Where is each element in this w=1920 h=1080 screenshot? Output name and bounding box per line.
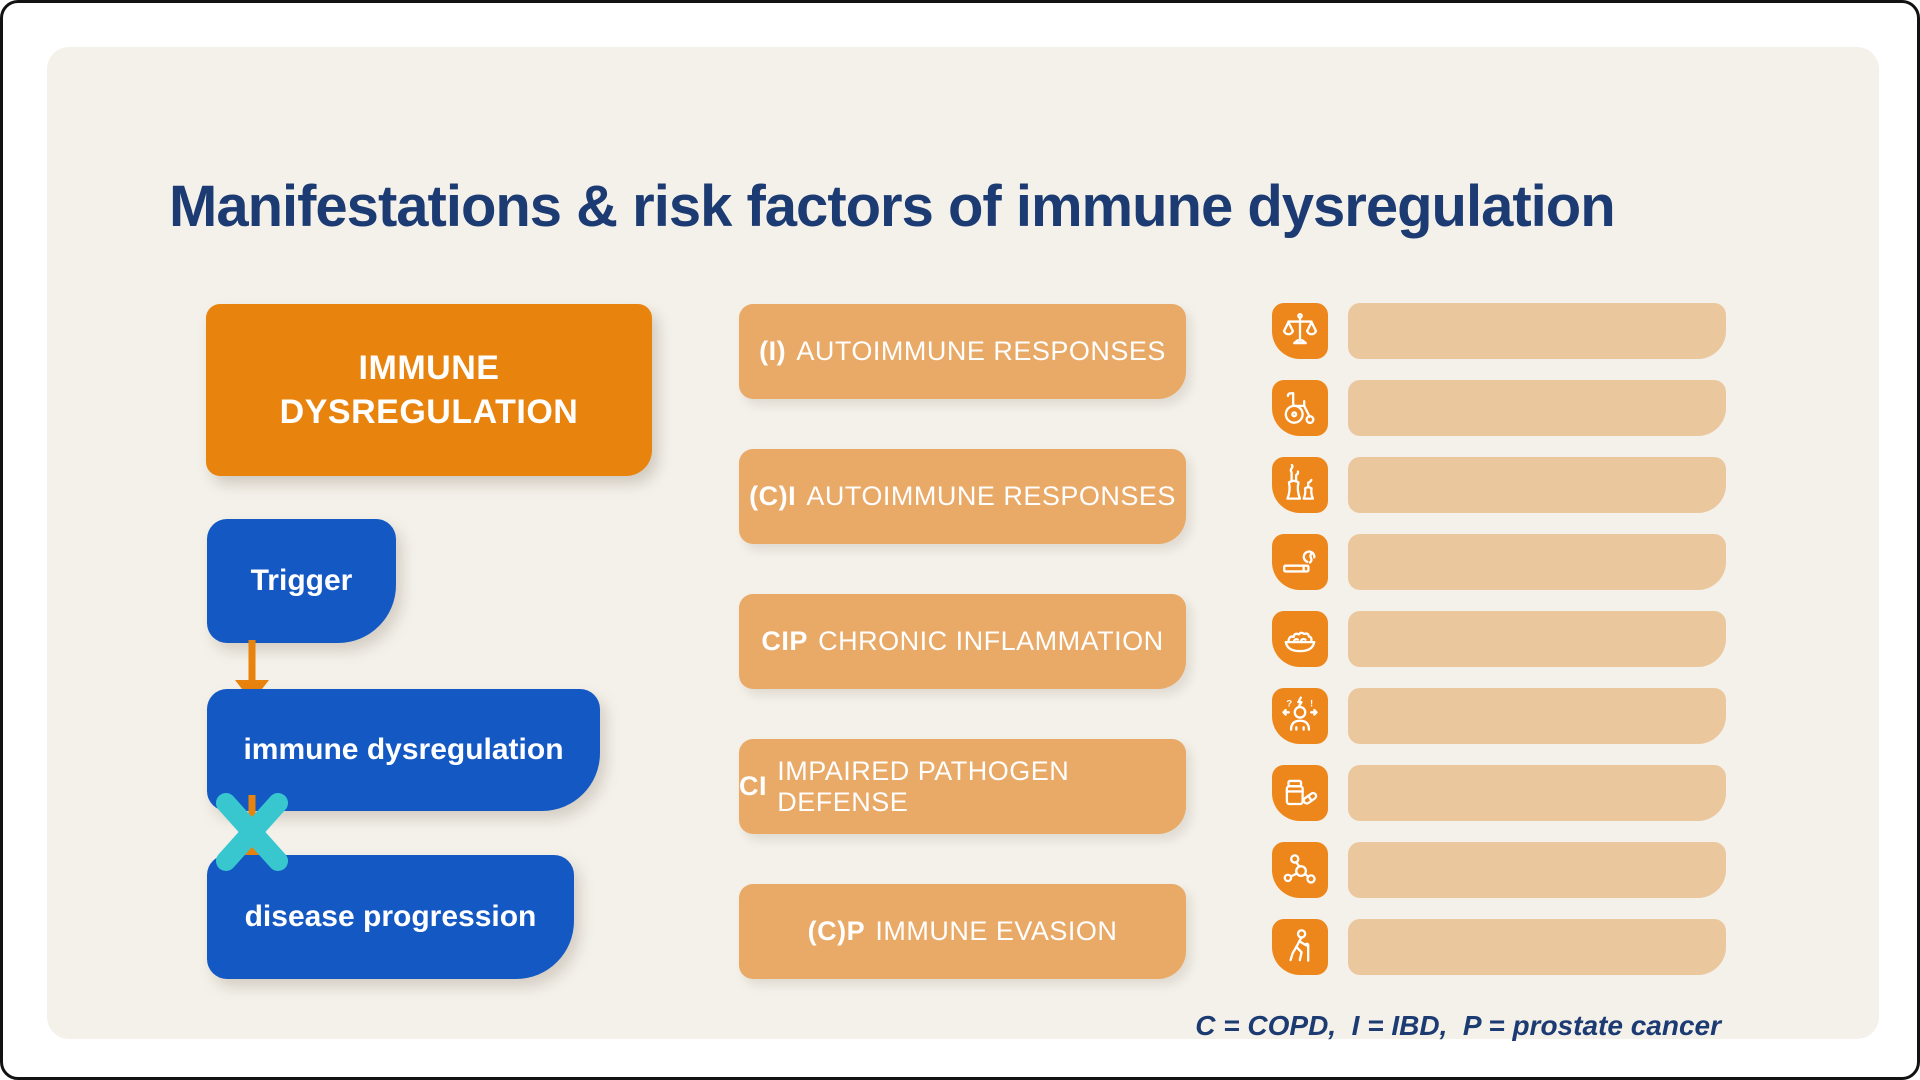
manifestation-box-pathogen-defense: CI IMPAIRED PATHOGEN DEFENSE xyxy=(739,739,1186,834)
risk-factor-row xyxy=(1272,457,1726,513)
risk-factor-row xyxy=(1272,765,1726,821)
risk-factor-tile: ? ! xyxy=(1272,688,1328,744)
manifestation-box-chronic-inflammation: CIP CHRONIC INFLAMMATION xyxy=(739,594,1186,689)
pollution-factory-icon xyxy=(1286,464,1315,500)
page-title: Manifestations & risk factors of immune … xyxy=(169,174,1616,239)
risk-factor-tile xyxy=(1272,534,1328,590)
risk-factor-tile xyxy=(1272,919,1328,975)
manifestation-code: (C)I xyxy=(749,481,797,511)
manifestation-label: AUTOIMMUNE RESPONSES xyxy=(796,336,1166,366)
risk-factor-blank-bar xyxy=(1348,842,1726,898)
immune-dysregulation-box: immune dysregulation xyxy=(207,689,600,811)
manifestation-box-autoimmune-1: (I) AUTOIMMUNE RESPONSES xyxy=(739,304,1186,399)
risk-factor-blank-bar xyxy=(1348,688,1726,744)
risk-factor-tile xyxy=(1272,457,1328,513)
manifestation-label: IMMUNE EVASION xyxy=(875,916,1118,946)
risk-factor-row: ? ! xyxy=(1272,688,1726,744)
medication-jar-icon xyxy=(1285,779,1318,806)
immune-dysregulation-root-box: IMMUNE DYSREGULATION xyxy=(206,304,652,476)
risk-factor-tile xyxy=(1272,303,1328,359)
manifestation-code: CIP xyxy=(761,626,808,656)
infographic-card: Manifestations & risk factors of immune … xyxy=(47,47,1879,1041)
manifestation-label: AUTOIMMUNE RESPONSES xyxy=(806,481,1176,511)
risk-factor-row xyxy=(1272,611,1726,667)
risk-factor-tile xyxy=(1272,765,1328,821)
risk-factor-row xyxy=(1272,842,1726,898)
manifestation-label: CHRONIC INFLAMMATION xyxy=(818,626,1164,656)
wheelchair-icon xyxy=(1284,392,1315,425)
trigger-box: Trigger xyxy=(207,519,396,643)
manifestation-code: (C)P xyxy=(807,916,866,946)
risk-factor-blank-bar xyxy=(1348,380,1726,436)
balance-scales-icon xyxy=(1282,313,1318,345)
manifestation-code: CI xyxy=(739,771,767,801)
manifestation-box-immune-evasion: (C)P IMMUNE EVASION xyxy=(739,884,1186,979)
risk-factor-blank-bar xyxy=(1348,765,1726,821)
elderly-cane-icon xyxy=(1289,929,1310,962)
svg-text:!: ! xyxy=(1310,699,1313,710)
manifestation-box-autoimmune-2: (C)I AUTOIMMUNE RESPONSES xyxy=(739,449,1186,544)
abbreviation-legend: C = COPD, I = IBD, P = prostate cancer xyxy=(1195,1010,1721,1041)
risk-factor-blank-bar xyxy=(1348,457,1726,513)
x-cross-icon xyxy=(216,793,288,871)
risk-factor-tile xyxy=(1272,611,1328,667)
risk-factor-blank-bar xyxy=(1348,534,1726,590)
risk-factor-blank-bar xyxy=(1348,919,1726,975)
svg-text:?: ? xyxy=(1286,699,1292,710)
molecule-icon xyxy=(1283,854,1316,884)
manifestation-code: (I) xyxy=(759,336,787,366)
disease-progression-box: disease progression xyxy=(207,855,574,979)
risk-factor-row xyxy=(1272,919,1726,975)
risk-factor-row xyxy=(1272,380,1726,436)
stress-person-icon: ? ! xyxy=(1282,696,1318,731)
risk-factor-tile xyxy=(1272,842,1328,898)
smoking-cigarette-icon xyxy=(1283,550,1316,573)
risk-factor-blank-bar xyxy=(1348,303,1726,359)
food-bowl-icon xyxy=(1284,631,1316,653)
risk-factor-tile xyxy=(1272,380,1328,436)
risk-factor-row xyxy=(1272,303,1726,359)
risk-factor-row xyxy=(1272,534,1726,590)
risk-factor-blank-bar xyxy=(1348,611,1726,667)
manifestation-label: IMPAIRED PATHOGEN DEFENSE xyxy=(777,755,1070,817)
